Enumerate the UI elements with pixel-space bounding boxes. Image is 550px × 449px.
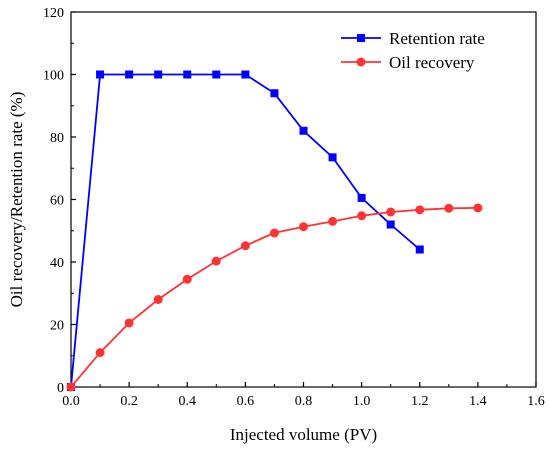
legend-marker: [356, 57, 366, 67]
x-tick-label: 0.8: [295, 394, 313, 409]
data-point: [357, 193, 366, 202]
data-point: [96, 70, 105, 79]
x-tick-label: 0.2: [120, 394, 138, 409]
y-tick-label: 100: [43, 69, 64, 84]
legend-marker: [357, 34, 365, 42]
y-tick-label: 40: [50, 256, 64, 271]
series-0: [67, 70, 424, 391]
series-1: [66, 203, 483, 392]
legend-label: Oil recovery: [389, 53, 475, 72]
y-tick-label: 80: [50, 131, 64, 146]
data-point: [357, 211, 367, 221]
data-point: [270, 89, 279, 98]
data-point: [153, 295, 163, 304]
data-point: [154, 70, 163, 79]
legend: Retention rate Oil recovery: [341, 29, 485, 72]
data-point: [125, 70, 134, 79]
data-point: [269, 228, 279, 238]
data-point: [182, 274, 192, 284]
series-line: [70, 73, 421, 388]
data-point: [212, 70, 221, 79]
x-tick-label: 0.6: [237, 394, 255, 409]
x-axis-label: Injected volume (PV): [230, 425, 377, 444]
data-point: [386, 207, 396, 217]
x-tick-label: 1.2: [411, 394, 429, 409]
x-tick-label: 1.0: [353, 394, 371, 409]
axes: 0.0 0.2 0.4 0.6 0.8 1.0 1.2 1.4 1.6 0 20 40 60 80 100 1…: [43, 6, 545, 409]
y-tick-label: 20: [50, 319, 64, 334]
y-tick-label: 0: [57, 381, 64, 396]
x-tick-label: 1.6: [527, 394, 545, 409]
y-tick-label: 120: [43, 6, 64, 21]
data-point: [240, 241, 250, 251]
series-layer: [66, 70, 483, 392]
x-tick-label: 1.4: [469, 394, 487, 409]
legend-item: Oil recovery: [341, 53, 475, 72]
data-point: [415, 245, 424, 254]
x-tick-label: 0.4: [179, 394, 197, 409]
x-tick-label: 0.0: [62, 394, 80, 409]
data-point: [415, 205, 425, 215]
data-point: [183, 70, 192, 79]
data-point: [95, 348, 105, 358]
data-point: [386, 220, 395, 229]
y-axis-label: Oil recovery/Retention rate (%): [7, 92, 26, 308]
data-point: [444, 203, 454, 213]
legend-item: Retention rate: [341, 29, 485, 48]
data-point: [66, 382, 76, 392]
y-tick-label: 60: [50, 194, 64, 209]
data-point: [299, 126, 308, 135]
data-point: [211, 256, 221, 266]
legend-label: Retention rate: [389, 29, 485, 48]
data-point: [241, 70, 250, 79]
data-point: [328, 216, 338, 226]
data-point: [124, 318, 134, 328]
data-point: [328, 153, 337, 162]
data-point: [299, 222, 308, 232]
data-point: [473, 203, 483, 213]
